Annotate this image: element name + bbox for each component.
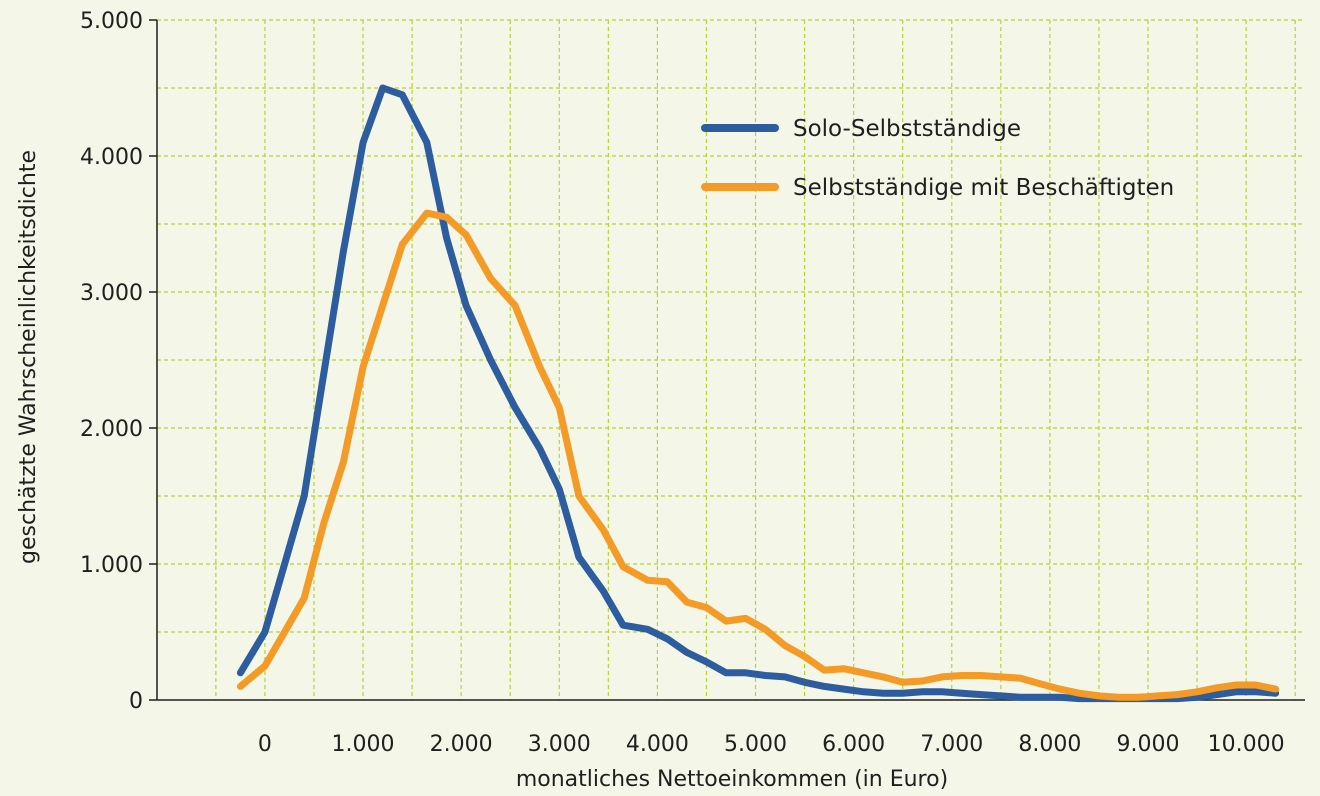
legend-label-2: Selbstständige mit Beschäftigten [793, 175, 1174, 201]
x-tick-label: 5.000 [724, 732, 787, 757]
x-tick-label: 0 [258, 732, 272, 757]
y-tick-label: 1.000 [80, 553, 143, 578]
y-tick-label: 5.000 [80, 9, 143, 34]
x-tick-label: 1.000 [332, 732, 395, 757]
x-tick-label: 8.000 [1018, 732, 1081, 757]
x-tick-label: 3.000 [528, 732, 591, 757]
y-tick-label: 2.000 [80, 417, 143, 442]
series-line-2 [236, 209, 1280, 701]
y-tick-label: 3.000 [80, 281, 143, 306]
axes: 0 1.000 2.000 3.000 4.000 5.000 0 1.000 2.000 3.0… [80, 9, 1305, 757]
legend: Solo-Selbstständige Selbstständige mit Be… [701, 116, 1174, 201]
y-tick-label: 4.000 [80, 145, 143, 170]
x-tick-label: 4.000 [626, 732, 689, 757]
series-lines [236, 84, 1280, 703]
gridlines [157, 19, 1305, 700]
x-tick-label: 10.000 [1208, 732, 1285, 757]
x-tick-label: 9.000 [1117, 732, 1180, 757]
x-tick-label: 2.000 [430, 732, 493, 757]
x-tick-label: 6.000 [822, 732, 885, 757]
x-axis-title: monatliches Nettoeinkommen (in Euro) [516, 767, 948, 792]
y-axis-title: geschätzte Wahrscheinlichkeitsdichte [16, 150, 41, 564]
legend-label-1: Solo-Selbstständige [793, 116, 1021, 142]
x-tick-label: 7.000 [920, 732, 983, 757]
y-tick-label: 0 [129, 689, 143, 714]
